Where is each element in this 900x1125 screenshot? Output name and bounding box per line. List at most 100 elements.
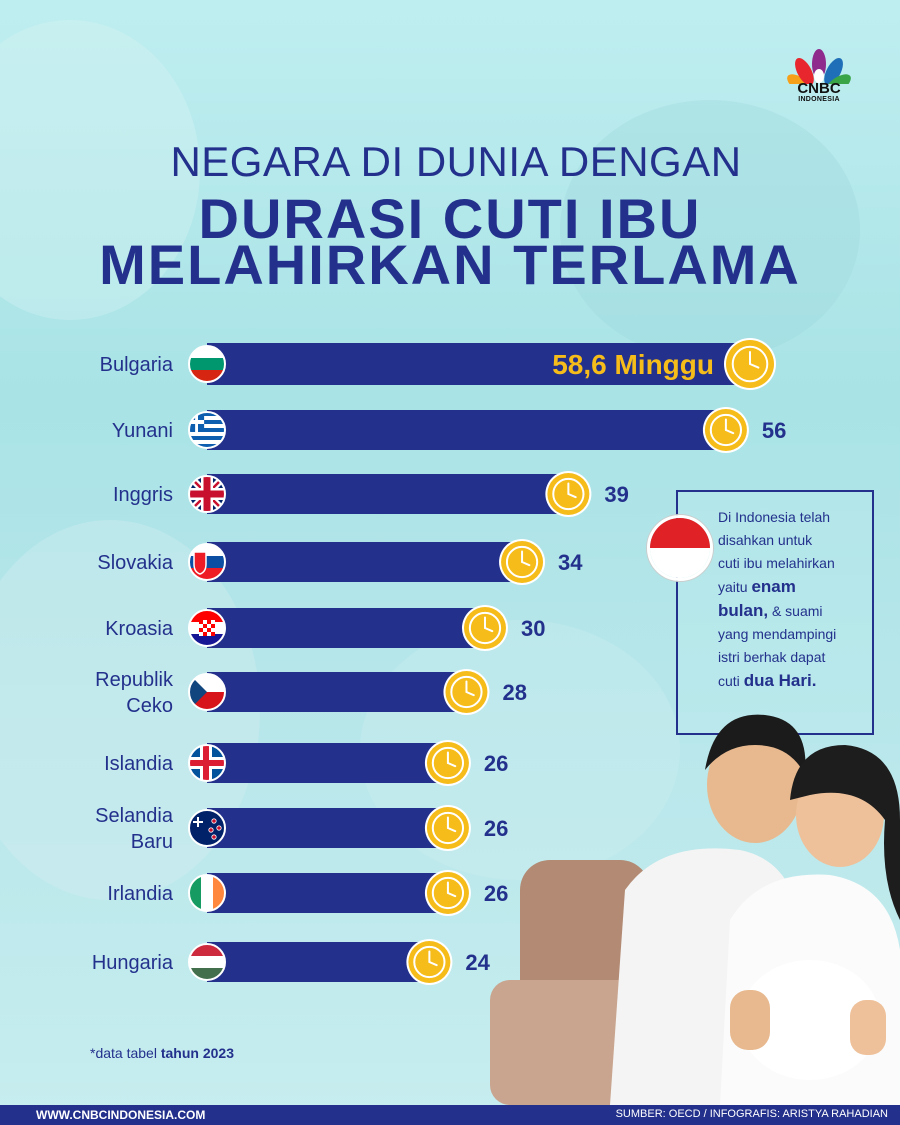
logo-text: CNBC [797, 80, 841, 97]
info-text-bold: bulan, [718, 601, 769, 620]
data-label: 26 [484, 816, 508, 841]
checker [211, 620, 215, 624]
country-label: Inggris [113, 484, 173, 506]
info-text-bold: dua Hari. [743, 671, 817, 690]
clock-hand [483, 627, 494, 633]
czech-flag-icon [189, 674, 225, 710]
clock-hand [465, 691, 475, 697]
flag-group [188, 744, 226, 782]
clock-hand [446, 762, 457, 768]
footnote: *data tabel tahun 2023 [90, 1045, 234, 1061]
uk-flag-icon [189, 476, 225, 512]
clock-inner-ring [468, 611, 502, 645]
checker [203, 628, 207, 632]
title-line-1: NEGARA DI DUNIA DENGAN [170, 138, 742, 185]
bar [207, 474, 569, 514]
country-label: Hungaria [92, 952, 174, 974]
clock-inner-ring [431, 746, 465, 780]
logo-subtext: INDONESIA [798, 96, 840, 103]
info-line: cuti dua Hari. [718, 669, 868, 693]
coat-of-arms [193, 551, 207, 575]
website-link[interactable]: WWW.CNBCINDONESIA.COM [36, 1108, 206, 1122]
country-label: Selandia [95, 805, 174, 827]
bar [207, 343, 750, 385]
flag-border [188, 943, 226, 981]
data-label: 34 [558, 550, 583, 575]
checker [207, 620, 211, 624]
info-line: disahkan untuk [718, 532, 813, 548]
bar [207, 743, 448, 783]
info-line: yaitu enam [718, 575, 868, 599]
flag-stripe [189, 416, 225, 421]
flag-cross [197, 817, 199, 827]
info-line: Di Indonesia telah [718, 509, 831, 525]
star-icon [211, 834, 217, 840]
data-label: 39 [604, 482, 628, 507]
checker [211, 632, 215, 636]
checker [199, 620, 203, 624]
clock-icon [724, 338, 776, 390]
info-box [676, 490, 874, 735]
flag-group [188, 475, 226, 513]
title-line-3: MELAHIRKAN TERLAMA [99, 233, 801, 296]
clock-icon [406, 939, 453, 985]
flag-border [188, 345, 226, 383]
country-label: Yunani [112, 420, 173, 442]
data-label: 26 [484, 751, 508, 776]
flag-stripe [189, 412, 225, 417]
footer-bar: WWW.CNBCINDONESIA.COM SUMBER: OECD / INF… [0, 1105, 900, 1125]
clock-hand [724, 429, 735, 435]
new-zealand-flag-icon [189, 810, 225, 846]
checker [199, 628, 203, 632]
footnote-text: *data tabel [90, 1045, 161, 1061]
country-label: Irlandia [107, 883, 173, 905]
greece-flag-icon [189, 412, 225, 448]
flag-triangle [189, 674, 207, 710]
clock-inner-ring [413, 945, 446, 979]
clock-icon [702, 407, 749, 453]
bar [207, 672, 467, 712]
clock-inner-ring [431, 876, 465, 910]
clock-hand [446, 827, 457, 833]
country-label: Bulgaria [100, 354, 174, 376]
hand-shape [850, 1000, 886, 1055]
flag-cross [189, 420, 205, 424]
clock-inner-ring [505, 545, 539, 579]
flag-group [188, 543, 226, 581]
checker [207, 628, 211, 632]
clock-icon [424, 740, 471, 786]
source-credit: SUMBER: OECD / INFOGRAFIS: ARISTYA RAHAD… [615, 1108, 888, 1120]
clock-icon [545, 471, 592, 517]
clock-hand [428, 961, 438, 967]
couple-photo [490, 714, 900, 1105]
data-label: 56 [762, 418, 786, 443]
man-hair-shape [705, 714, 806, 775]
clock-hand [567, 493, 577, 499]
flag-stripe [189, 956, 225, 968]
info-text-plain: yaitu [718, 579, 752, 595]
flag-stripe [189, 420, 225, 425]
info-line: cuti ibu melahirkan [718, 555, 835, 571]
bar [207, 410, 726, 450]
clock-icon [461, 605, 508, 651]
info-text-plain: & suami [768, 603, 823, 619]
flag-group [188, 345, 226, 383]
clock-inner-ring [431, 811, 465, 845]
data-label: 30 [521, 616, 545, 641]
info-line: istri berhak dapat [718, 649, 826, 665]
data-label: 24 [465, 950, 490, 975]
bar [207, 542, 523, 582]
clock-icon [499, 539, 546, 585]
flag-stripe [189, 444, 225, 448]
hand-shape [730, 990, 770, 1050]
bar [207, 608, 485, 648]
flag-group [188, 943, 226, 981]
cnbc-logo: CNBC INDONESIA [784, 44, 854, 108]
flag-stripe [189, 432, 225, 437]
checker [207, 632, 211, 636]
data-label: 26 [484, 881, 508, 906]
clock-hand [749, 363, 760, 369]
country-label: Baru [131, 831, 173, 853]
star-icon [208, 827, 214, 833]
